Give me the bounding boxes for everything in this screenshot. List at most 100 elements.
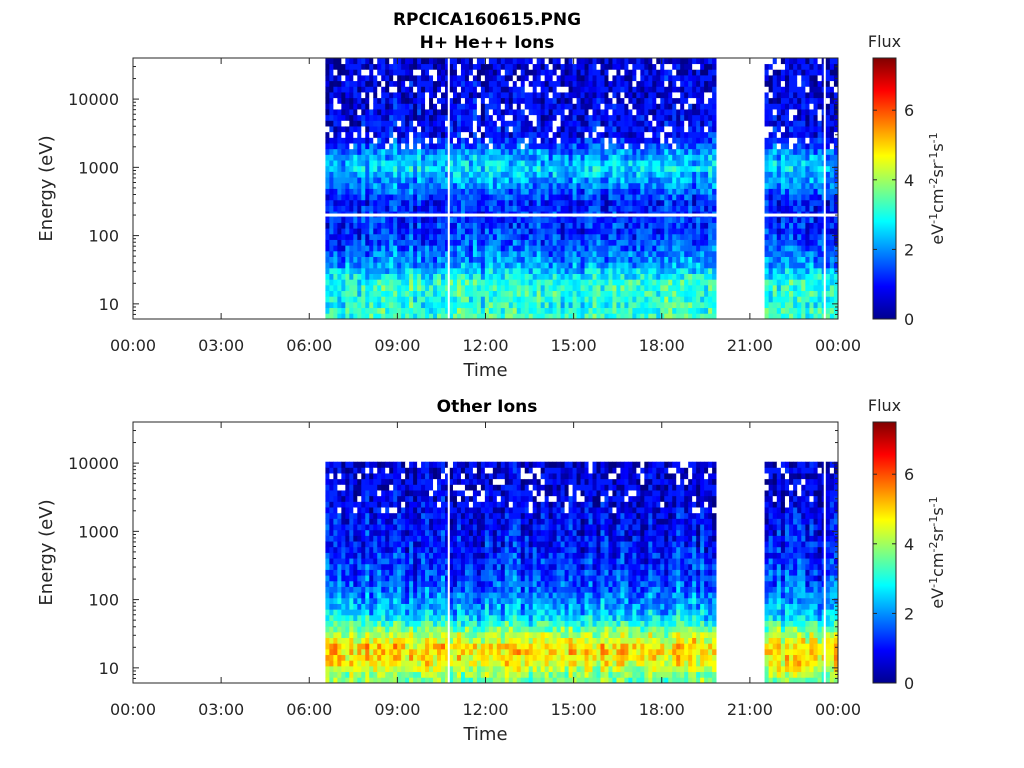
heatmap-cell <box>801 222 806 229</box>
heatmap-cell <box>492 126 498 133</box>
heatmap-cell <box>612 171 617 178</box>
heatmap-cell <box>377 267 382 274</box>
heatmap-cell <box>452 301 458 309</box>
heatmap-cell <box>789 245 794 252</box>
heatmap-cell <box>688 103 693 110</box>
heatmap-cell <box>772 182 778 189</box>
heatmap-cell <box>433 233 438 240</box>
heatmap-cell <box>556 250 562 257</box>
heatmap-cell <box>425 199 430 206</box>
heatmap-cell <box>480 58 486 65</box>
heatmap-cell <box>624 194 629 201</box>
heatmap-cell <box>361 103 366 110</box>
heatmap-cell <box>421 307 426 314</box>
heatmap-cell <box>704 290 709 297</box>
heatmap-cell <box>488 109 494 116</box>
heatmap-cell <box>484 143 490 150</box>
heatmap-cell <box>684 228 689 235</box>
heatmap-cell <box>672 296 677 303</box>
heatmap-cell <box>468 301 474 309</box>
heatmap-cell <box>772 120 778 127</box>
heatmap-cell <box>536 86 542 93</box>
heatmap-cell <box>413 160 418 167</box>
heatmap-cell <box>532 233 538 240</box>
heatmap-cell <box>452 273 458 280</box>
heatmap-cell <box>349 97 354 104</box>
heatmap-cell <box>648 307 653 314</box>
heatmap-cell <box>393 313 398 320</box>
heatmap-cell <box>556 131 562 138</box>
heatmap-cell <box>484 279 490 286</box>
heatmap-cell <box>421 63 426 70</box>
heatmap-cell <box>544 137 550 144</box>
heatmap-cell <box>405 137 410 144</box>
heatmap-cell <box>604 182 609 189</box>
heatmap-cell <box>401 97 406 104</box>
heatmap-cell <box>528 245 534 252</box>
heatmap-cell <box>437 75 442 82</box>
heatmap-cell <box>385 313 390 320</box>
heatmap-cell <box>381 267 386 274</box>
heatmap-cell <box>780 194 786 201</box>
heatmap-cell <box>484 97 490 104</box>
heatmap-cell <box>385 86 390 93</box>
heatmap-cell <box>672 233 677 240</box>
heatmap-cell <box>484 262 490 269</box>
heatmap-cell <box>672 63 677 70</box>
heatmap-cell <box>504 182 510 189</box>
heatmap-cell <box>600 296 605 303</box>
heatmap-cell <box>616 256 621 263</box>
heatmap-cell <box>664 245 669 252</box>
heatmap-cell <box>628 97 633 104</box>
heatmap-cell <box>349 194 354 201</box>
heatmap-cell <box>429 267 434 274</box>
heatmap-cell <box>568 273 573 280</box>
heatmap-cell <box>409 165 414 172</box>
heatmap-cell <box>508 262 514 269</box>
heatmap-cell <box>805 250 810 257</box>
heatmap-cell <box>612 177 617 184</box>
heatmap-cell <box>496 160 502 167</box>
heatmap-cell <box>668 148 673 155</box>
heatmap-cell <box>536 131 542 138</box>
heatmap-cell <box>688 69 693 76</box>
heatmap-cell <box>361 182 366 189</box>
heatmap-cell <box>696 165 701 172</box>
heatmap-cell <box>365 58 370 65</box>
heatmap-cell <box>325 256 330 263</box>
heatmap-cell <box>516 143 522 150</box>
heatmap-cell <box>608 58 613 65</box>
heatmap-cell <box>429 228 434 235</box>
heatmap-cell <box>708 126 713 133</box>
heatmap-cell <box>445 307 450 314</box>
heatmap-cell <box>660 290 665 297</box>
heatmap-cell <box>516 222 522 229</box>
heatmap-cell <box>801 279 806 286</box>
heatmap-cell <box>520 97 526 104</box>
heatmap-cell <box>696 228 701 235</box>
heatmap-cell <box>596 143 601 150</box>
heatmap-cell <box>448 216 454 223</box>
heatmap-cell <box>341 233 346 240</box>
heatmap-cell <box>456 177 462 184</box>
heatmap-cell <box>373 233 378 240</box>
heatmap-cell <box>456 262 462 269</box>
heatmap-cell <box>448 75 454 82</box>
heatmap-cell <box>512 171 518 178</box>
heatmap-cell <box>524 301 530 309</box>
heatmap-cell <box>640 143 645 150</box>
heatmap-cell <box>536 97 542 104</box>
heatmap-cell <box>801 165 806 172</box>
heatmap-cell <box>588 199 593 206</box>
heatmap-cell <box>676 284 681 292</box>
heatmap-cell <box>660 250 665 257</box>
heatmap-cell <box>401 58 406 65</box>
heatmap-cell <box>556 148 562 155</box>
heatmap-cell <box>488 154 494 161</box>
heatmap-cell <box>492 63 498 70</box>
heatmap-cell <box>445 250 450 257</box>
heatmap-cell <box>401 171 406 178</box>
heatmap-cell <box>393 216 398 223</box>
heatmap-cell <box>768 126 774 133</box>
heatmap-cell <box>492 222 498 229</box>
